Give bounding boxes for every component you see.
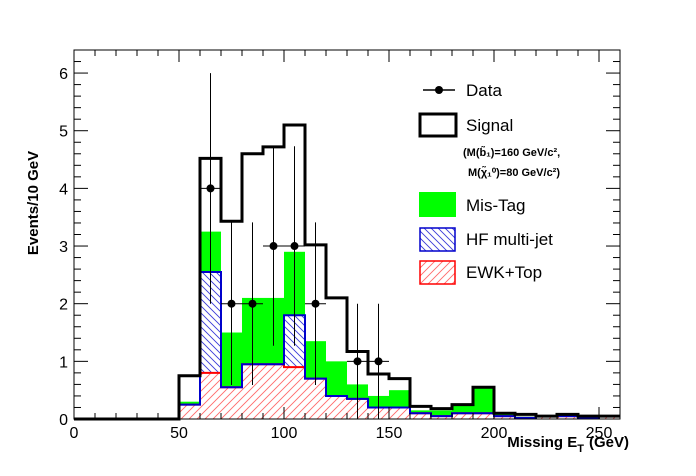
bar-ewk-top-170 — [431, 416, 452, 419]
legend-label-data: Data — [466, 81, 502, 100]
bar-ewk-top-90 — [263, 364, 284, 419]
y-tick-label-4: 4 — [59, 181, 68, 198]
y-axis-title: Events/10 GeV — [25, 151, 42, 255]
hf-swatch — [419, 227, 456, 252]
bar-ewk-top-200 — [494, 416, 515, 419]
bar-hf-multi-jet-60 — [200, 271, 221, 373]
x-tick-label-200: 200 — [481, 425, 508, 442]
bar-ewk-top-230 — [557, 416, 578, 419]
bar-mis-tag-50 — [179, 401, 200, 405]
axes-layer: 0 50 100 150 200 250 0 1 2 3 4 5 6 — [59, 49, 621, 442]
x-axis-title: Missing ET (GeV) — [507, 434, 629, 455]
x-tick-label-100: 100 — [271, 425, 298, 442]
y-tick-label-1: 1 — [59, 354, 68, 371]
signal-swatch — [418, 112, 458, 138]
data-point-135 — [353, 357, 362, 366]
legend-entry-signal: Signal (M(b̃₁)=160 GeV/c², M(χ̃₁⁰)=80 Ge… — [418, 112, 560, 179]
bar-ewk-top-50 — [179, 404, 200, 419]
signal-histogram-line — [74, 123, 620, 421]
data-points-layer — [200, 73, 389, 419]
bar-ewk-top-100 — [284, 367, 305, 419]
x-tick-label-250: 250 — [586, 425, 613, 442]
bar-ewk-top-190 — [473, 413, 494, 419]
ewk-swatch — [419, 260, 456, 285]
bar-ewk-top-60 — [200, 372, 221, 419]
bar-ewk-top-150 — [389, 407, 410, 419]
x-tick-label-150: 150 — [376, 425, 403, 442]
data-point-145 — [374, 357, 383, 366]
data-point-105 — [290, 242, 299, 251]
legend: Data Signal (M(b̃₁)=160 GeV/c², M(χ̃₁⁰)=… — [418, 81, 560, 285]
x-axis-title-main: Missing E — [507, 434, 577, 451]
bar-mis-tag-170 — [431, 410, 452, 417]
x-tick-label-0: 0 — [70, 425, 79, 442]
bar-mis-tag-120 — [326, 361, 347, 396]
x-axis-title-subscript: T — [577, 443, 584, 455]
data-point-75 — [227, 299, 236, 308]
legend-label-mistag: Mis-Tag — [466, 196, 526, 215]
bar-mis-tag-190 — [473, 387, 494, 414]
y-tick-label-0: 0 — [59, 412, 68, 429]
data-point-95 — [269, 242, 278, 251]
legend-label-ewk: EWK+Top — [466, 263, 542, 282]
y-tick-label-5: 5 — [59, 124, 68, 141]
bar-mis-tag-180 — [452, 404, 473, 414]
bar-ewk-top-120 — [326, 395, 347, 419]
legend-signal-note-1: (M(b̃₁)=160 GeV/c², — [463, 146, 560, 159]
legend-entry-data: Data — [423, 81, 502, 100]
data-marker-icon — [435, 86, 443, 94]
bar-mis-tag-150 — [389, 390, 410, 408]
legend-signal-note-2: M(χ̃₁⁰)=80 GeV/c²) — [468, 166, 560, 179]
bar-ewk-top-180 — [452, 413, 473, 419]
legend-entry-hf: HF multi-jet — [419, 227, 553, 252]
y-tick-label-3: 3 — [59, 239, 68, 256]
stacked-bars-layer — [179, 231, 620, 419]
signal-histogram-layer — [74, 123, 620, 421]
y-tick-label-2: 2 — [59, 297, 68, 314]
legend-label-signal: Signal — [466, 116, 513, 135]
bar-ewk-top-80 — [242, 364, 263, 419]
x-tick-label-50: 50 — [170, 425, 188, 442]
bar-ewk-top-70 — [221, 387, 242, 419]
mistag-swatch — [419, 192, 456, 217]
legend-entry-mistag: Mis-Tag — [419, 192, 526, 217]
x-axis-title-unit: (GeV) — [589, 434, 629, 451]
bar-ewk-top-160 — [410, 413, 431, 419]
legend-entry-ewk: EWK+Top — [419, 260, 542, 285]
bar-mis-tag-160 — [410, 410, 431, 414]
data-point-65 — [206, 184, 215, 193]
bar-ewk-top-110 — [305, 378, 326, 419]
data-point-115 — [311, 299, 320, 308]
data-point-85 — [248, 299, 257, 308]
y-tick-label-6: 6 — [59, 66, 68, 83]
legend-label-hf: HF multi-jet — [466, 230, 553, 249]
